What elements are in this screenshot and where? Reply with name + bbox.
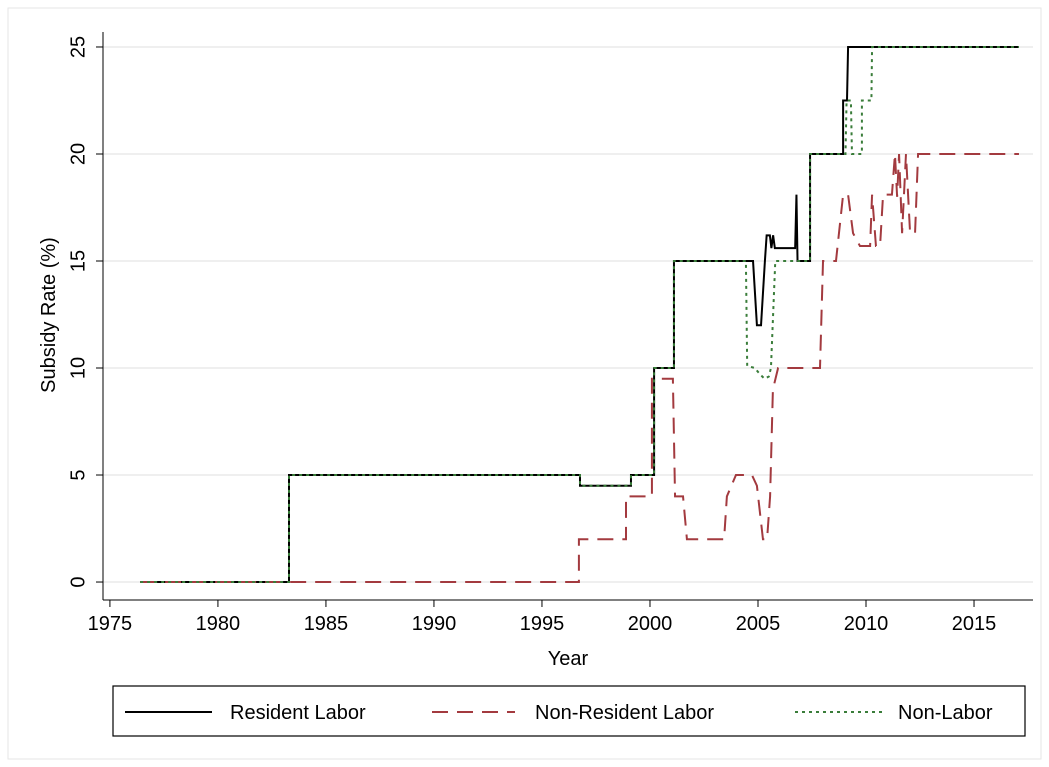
- x-tick-label: 2005: [736, 613, 781, 635]
- y-tick-label: 5: [67, 469, 89, 480]
- x-tick-label: 1985: [304, 613, 349, 635]
- legend-label: Non-Resident Labor: [535, 702, 714, 724]
- x-tick-label: 1995: [520, 613, 565, 635]
- y-tick-label: 20: [67, 143, 89, 165]
- x-tick-label: 2000: [628, 613, 673, 635]
- y-tick-label: 25: [67, 36, 89, 58]
- x-tick-label: 2015: [952, 613, 997, 635]
- y-axis-title: Subsidy Rate (%): [38, 237, 60, 393]
- y-tick-label: 10: [67, 357, 89, 379]
- legend-label: Resident Labor: [230, 702, 366, 724]
- legend-label: Non-Labor: [898, 702, 993, 724]
- y-tick-label: 15: [67, 250, 89, 272]
- x-tick-label: 1980: [196, 613, 241, 635]
- x-axis-title: Year: [548, 648, 589, 670]
- chart-frame: [7, 7, 1042, 760]
- x-tick-label: 2010: [844, 613, 889, 635]
- y-tick-label: 0: [67, 576, 89, 587]
- series-line: [140, 152, 1019, 584]
- x-tick-label: 1990: [412, 613, 457, 635]
- series-line: [140, 45, 1019, 584]
- x-tick-label: 1975: [88, 613, 133, 635]
